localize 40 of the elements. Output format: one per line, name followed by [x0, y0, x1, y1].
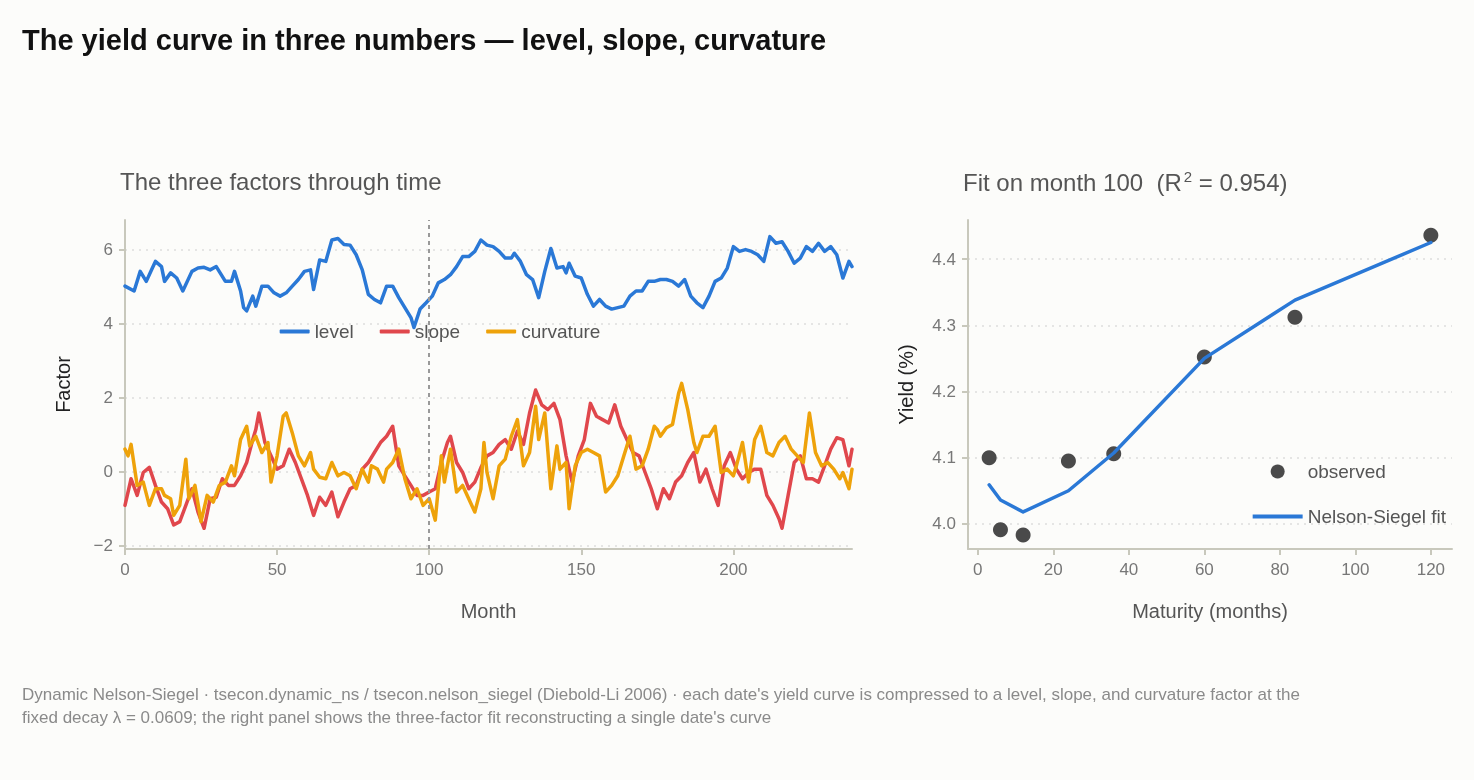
legend-label: level	[314, 321, 354, 342]
y-tick-label: 2	[103, 387, 113, 407]
y-axis-title: Factor	[52, 355, 74, 413]
x-tick-label: 120	[1416, 560, 1446, 579]
x-tick-label: 0	[973, 560, 983, 579]
x-tick-label: 200	[719, 560, 748, 579]
x-tick-label: 80	[1270, 560, 1290, 579]
y-tick-label: 4.2	[932, 381, 956, 401]
chart-subtitle: The three factors through time	[120, 167, 442, 195]
x-tick-label: 40	[1119, 560, 1139, 579]
legend-label: slope	[414, 321, 461, 342]
legend-label: Nelson-Siegel fit	[1307, 506, 1447, 527]
point	[1060, 453, 1076, 469]
y-tick-label: 4.0	[932, 514, 956, 534]
x-tick-label: 100	[1341, 560, 1370, 579]
point	[1287, 309, 1303, 325]
x-tick-label: 100	[415, 560, 444, 579]
point	[981, 450, 997, 466]
point	[1015, 527, 1031, 543]
legend-label: observed	[1307, 461, 1386, 482]
x-tick-label: 0	[120, 560, 130, 579]
point	[1423, 227, 1439, 243]
x-tick-label: 150	[567, 560, 596, 579]
y-tick-label: −2	[93, 535, 113, 555]
y-tick-label: 6	[103, 240, 113, 260]
y-tick-label: 4	[103, 314, 113, 334]
point	[992, 522, 1008, 538]
x-axis-title: Maturity (months)	[1132, 600, 1288, 622]
y-axis-title: Yield (%)	[895, 344, 917, 425]
legend-label: curvature	[521, 321, 601, 342]
y-tick-label: 4.4	[932, 249, 956, 269]
x-tick-label: 60	[1194, 560, 1214, 579]
y-tick-label: 4.3	[932, 315, 956, 335]
x-tick-label: 50	[267, 560, 287, 579]
text: Dynamic Nelson-Siegel · tsecon.dynamic_ns / tsecon.nelson_siegel (Diebold-Li 2006) · each date's yield curve is compressed to a level, slope, and curvature factor at the fixed decay λ = 0.0609; the right panel shows the three-factor fit reconstructing a single date's curve	[22, 684, 1301, 729]
x-axis-title: Month	[460, 600, 517, 622]
x-tick-label: 20	[1043, 560, 1063, 579]
y-tick-label: 0	[103, 461, 113, 481]
chart-title: The yield curve in three numbers — level, slope, curvature	[22, 24, 827, 57]
y-tick-label: 4.1	[932, 448, 956, 468]
